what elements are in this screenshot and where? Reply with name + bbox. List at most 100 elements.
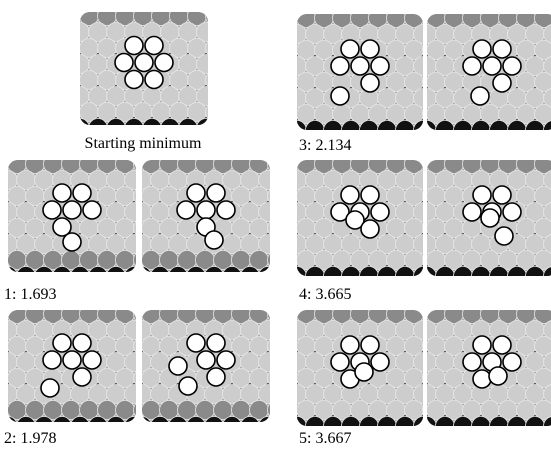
substrate-atom bbox=[205, 70, 208, 90]
substrate-atom bbox=[258, 352, 270, 372]
substrate-atom bbox=[323, 120, 343, 130]
substrate-atom bbox=[543, 170, 551, 190]
substrate-atom bbox=[133, 250, 136, 270]
substrate-atom bbox=[80, 102, 81, 122]
caption: 3: 2.134 bbox=[299, 137, 351, 154]
adatom bbox=[42, 200, 62, 220]
adatom bbox=[330, 86, 350, 106]
substrate-atom bbox=[297, 120, 307, 130]
substrate-atom bbox=[133, 368, 136, 388]
adatom bbox=[216, 200, 236, 220]
substrate-atom bbox=[535, 433, 551, 449]
substrate-atom bbox=[534, 400, 551, 420]
caption: Starting minimum bbox=[85, 135, 202, 152]
substrate-atom bbox=[124, 416, 136, 422]
adatom bbox=[186, 333, 206, 353]
surface-panel bbox=[80, 12, 208, 125]
substrate-atom bbox=[413, 170, 423, 190]
substrate-atom bbox=[222, 266, 242, 272]
surface-panel bbox=[142, 160, 270, 272]
adatom bbox=[72, 333, 92, 353]
adatom bbox=[134, 52, 154, 73]
adatom bbox=[340, 335, 360, 355]
substrate-atom bbox=[267, 186, 270, 206]
substrate-atom bbox=[413, 202, 423, 222]
surface-panel bbox=[279, 14, 423, 156]
surface-panel bbox=[8, 310, 136, 422]
substrate-atom bbox=[395, 120, 415, 130]
substrate-atom bbox=[413, 416, 423, 426]
substrate-atom bbox=[409, 283, 428, 302]
substrate-atom bbox=[80, 12, 81, 26]
substrate-atom bbox=[481, 283, 500, 302]
substrate-atom bbox=[124, 118, 144, 125]
substrate-atom bbox=[133, 160, 136, 174]
adatom bbox=[144, 35, 164, 56]
substrate-atom bbox=[413, 234, 423, 254]
adatom bbox=[124, 69, 144, 90]
substrate-atom bbox=[534, 160, 551, 174]
substrate-atom bbox=[240, 266, 260, 272]
substrate-atom bbox=[305, 266, 325, 276]
adatom bbox=[196, 200, 216, 220]
substrate-atom bbox=[258, 170, 270, 190]
substrate-atom bbox=[351, 283, 370, 302]
substrate-atom bbox=[196, 86, 208, 106]
adatom bbox=[178, 376, 198, 396]
substrate-atom bbox=[124, 266, 136, 272]
substrate-atom bbox=[409, 137, 428, 156]
substrate-atom bbox=[124, 234, 136, 254]
substrate-atom bbox=[186, 266, 206, 272]
adatom bbox=[462, 352, 482, 372]
adatom bbox=[472, 185, 492, 205]
substrate-atom bbox=[413, 24, 423, 44]
substrate-atom bbox=[413, 56, 423, 76]
adatom bbox=[360, 73, 380, 93]
substrate-atom bbox=[196, 54, 208, 74]
substrate-atom bbox=[8, 336, 9, 356]
substrate-atom bbox=[142, 416, 152, 422]
adatom bbox=[72, 367, 92, 387]
substrate-atom bbox=[543, 384, 551, 404]
substrate-atom bbox=[507, 120, 527, 130]
adatom bbox=[40, 378, 60, 398]
substrate-atom bbox=[404, 250, 423, 270]
substrate-atom bbox=[258, 384, 270, 404]
substrate-atom bbox=[422, 400, 423, 420]
substrate-atom bbox=[16, 266, 36, 272]
substrate-atom bbox=[517, 433, 536, 449]
substrate-atom bbox=[413, 88, 423, 108]
adatom bbox=[470, 86, 490, 106]
adatom bbox=[82, 200, 102, 220]
substrate-atom bbox=[534, 250, 551, 270]
substrate-atom bbox=[481, 433, 500, 449]
adatom bbox=[72, 183, 92, 203]
adatom bbox=[330, 56, 350, 76]
substrate-atom bbox=[133, 186, 136, 206]
substrate-atom bbox=[323, 416, 343, 426]
substrate-atom bbox=[142, 266, 152, 272]
substrate-atom bbox=[422, 368, 423, 388]
substrate-atom bbox=[413, 320, 423, 340]
adatom bbox=[206, 183, 226, 203]
adatom bbox=[216, 350, 236, 370]
adatom bbox=[488, 366, 508, 386]
substrate-atom bbox=[258, 266, 270, 272]
adatom bbox=[492, 39, 512, 59]
substrate-atom bbox=[413, 266, 423, 276]
substrate-atom bbox=[267, 250, 270, 270]
substrate-atom bbox=[267, 218, 270, 238]
substrate-atom bbox=[534, 368, 551, 388]
substrate-atom bbox=[297, 186, 298, 206]
substrate-atom bbox=[422, 40, 423, 60]
surface-panel bbox=[297, 310, 423, 426]
substrate-atom bbox=[404, 218, 423, 238]
substrate-atom bbox=[369, 283, 388, 302]
substrate-atom bbox=[323, 266, 343, 276]
substrate-atom bbox=[124, 170, 136, 190]
substrate-atom bbox=[279, 137, 298, 156]
adatom bbox=[370, 56, 390, 76]
substrate-atom bbox=[422, 336, 423, 356]
substrate-atom bbox=[150, 266, 170, 272]
